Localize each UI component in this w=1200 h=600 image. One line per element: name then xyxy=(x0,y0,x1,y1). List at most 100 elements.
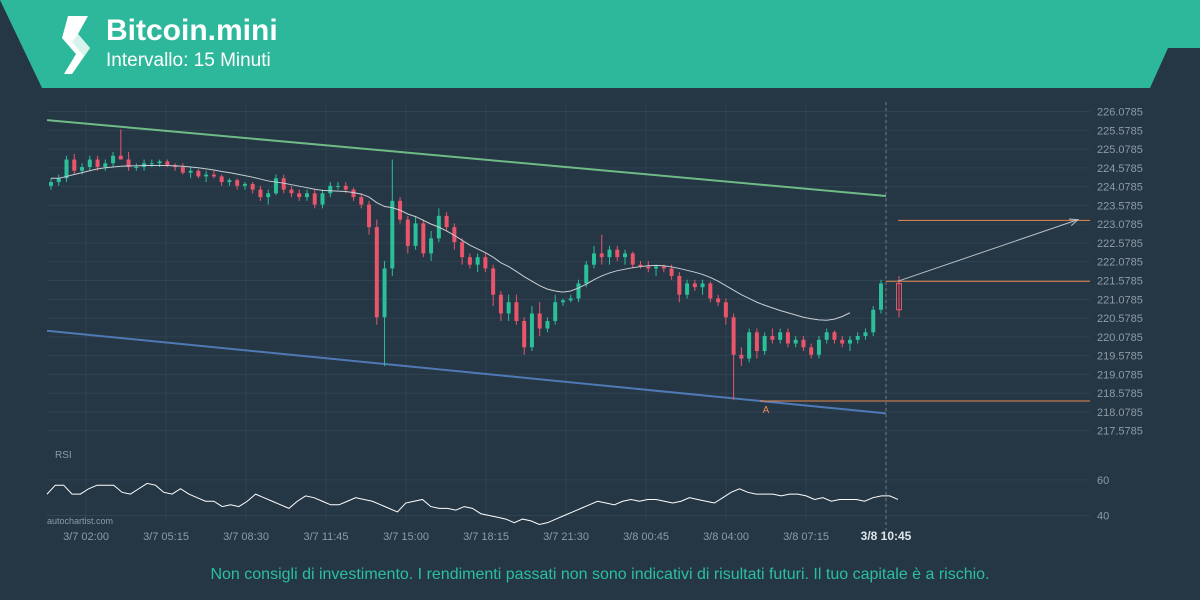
candle-body xyxy=(165,161,170,166)
candle-body xyxy=(126,159,131,168)
candle-body xyxy=(87,159,92,168)
header-banner-shape xyxy=(0,0,1200,88)
candle-body xyxy=(824,332,829,340)
projection xyxy=(897,218,1080,282)
candle-body xyxy=(367,204,372,228)
y-tick-label: 220.0785 xyxy=(1097,332,1143,344)
candle-body xyxy=(545,321,550,329)
candle-body xyxy=(429,238,434,254)
candle-body xyxy=(328,185,333,194)
candle-body xyxy=(514,302,519,322)
candle-body xyxy=(623,253,628,258)
candle-body xyxy=(607,249,612,258)
x-tick-label: 3/7 05:15 xyxy=(143,531,189,543)
candle-body xyxy=(157,161,162,164)
price-levels: A xyxy=(760,219,1090,416)
candle-body xyxy=(754,332,759,352)
candle-body xyxy=(716,298,721,303)
candle-body xyxy=(840,339,845,344)
channel-lower-line xyxy=(46,329,887,415)
candle-body xyxy=(118,155,123,160)
candle-body xyxy=(204,174,209,177)
candle-body xyxy=(405,219,410,246)
candle-body xyxy=(297,193,302,198)
y-tick-label: 224.0785 xyxy=(1097,182,1143,194)
candle-body xyxy=(871,309,876,333)
x-tick-label: 3/7 02:00 xyxy=(63,531,109,543)
x-axis: 3/7 02:00 3/7 05:15 3/7 08:30 3/7 11:45 3/7 … xyxy=(63,529,912,543)
current-candle-body xyxy=(896,282,902,311)
candle-body xyxy=(242,183,247,186)
candle-body xyxy=(568,298,573,301)
candle-body xyxy=(475,257,480,265)
y-tick-label: 217.5785 xyxy=(1097,426,1143,438)
page-title: Bitcoin.mini xyxy=(106,14,278,47)
y-axis: 226.0785 225.5785 225.0785 224.5785 224.0785… xyxy=(1097,107,1143,438)
candle-body xyxy=(723,302,728,318)
candle-body xyxy=(879,283,883,310)
x-tick-label: 3/7 11:45 xyxy=(303,531,348,543)
candle-body xyxy=(491,268,496,295)
candle-body xyxy=(770,336,775,340)
y-tick-label: 220.5785 xyxy=(1097,313,1143,325)
candle-body xyxy=(816,339,821,355)
candle-body xyxy=(413,223,418,246)
candle-body xyxy=(731,317,736,355)
y-tick-label: 221.5785 xyxy=(1097,276,1143,288)
candle-body xyxy=(483,257,488,269)
candle-body xyxy=(374,227,379,318)
candle-body xyxy=(64,159,69,179)
candle-body xyxy=(250,183,255,190)
candle-body xyxy=(537,313,542,329)
x-tick-label: 3/8 04:00 xyxy=(703,531,749,543)
candle-body xyxy=(615,249,620,258)
candle-body xyxy=(529,313,534,348)
channel-lines xyxy=(46,119,887,415)
candle-body xyxy=(553,302,558,322)
rsi-line xyxy=(46,482,899,525)
candle-body xyxy=(258,189,263,198)
candle-body xyxy=(134,167,139,169)
candle-body xyxy=(467,257,472,265)
candle-body xyxy=(188,170,193,173)
y-tick-label: 219.5785 xyxy=(1097,351,1143,363)
x-tick-label: 3/7 08:30 xyxy=(223,531,269,543)
candle-body xyxy=(747,332,752,359)
x-tick-label: 3/8 10:45 xyxy=(861,529,912,543)
candle-body xyxy=(599,253,604,258)
rsi-label: RSI xyxy=(55,450,72,461)
x-tick-label: 3/7 18:15 xyxy=(463,531,509,543)
candle-body xyxy=(111,155,116,164)
candle-body xyxy=(219,176,224,183)
candle-body xyxy=(235,180,240,186)
candle-body xyxy=(49,182,53,186)
candle-body xyxy=(654,266,659,269)
channel-upper-line xyxy=(46,119,887,197)
candle-body xyxy=(320,193,325,205)
candle-body xyxy=(739,354,744,359)
y-tick-label: 225.5785 xyxy=(1097,125,1143,137)
x-tick-label: 3/8 07:15 xyxy=(783,531,829,543)
x-tick-label: 3/7 21:30 xyxy=(543,531,589,543)
candle-body xyxy=(103,163,108,168)
candle-body xyxy=(785,332,790,344)
candle-body xyxy=(80,167,85,171)
candle-body xyxy=(382,268,387,318)
candle-body xyxy=(638,264,643,267)
candle-body xyxy=(289,189,294,194)
y-tick-label: 224.5785 xyxy=(1097,163,1143,175)
y-tick-label: 222.5785 xyxy=(1097,238,1143,250)
candle-body xyxy=(304,193,309,198)
candle-body xyxy=(560,300,565,303)
candle-body xyxy=(576,283,581,299)
candle-body xyxy=(708,283,713,299)
candle-body xyxy=(700,283,705,288)
projection-arrowhead xyxy=(1068,218,1080,226)
candle-body xyxy=(685,283,690,295)
candle-body xyxy=(692,283,697,288)
candle-body xyxy=(793,339,798,344)
candle-body xyxy=(847,339,852,344)
y-tick-label: 218.0785 xyxy=(1097,407,1143,419)
candle-body xyxy=(421,223,426,254)
candle-body xyxy=(351,189,356,198)
